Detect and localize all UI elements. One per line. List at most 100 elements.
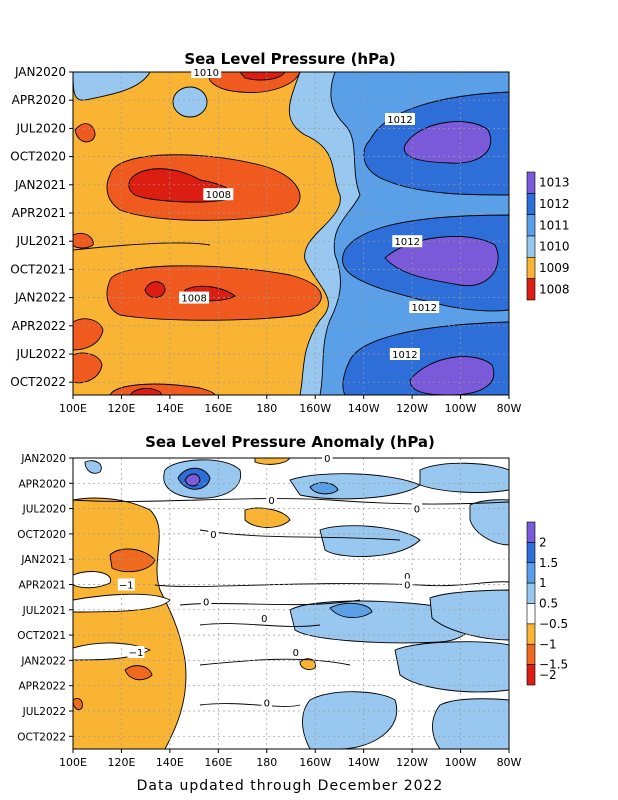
colorbar-swatch [526,562,536,584]
bottom-contour-field [73,458,509,749]
bottom-zero-line-a [73,498,509,505]
x-tick-label: 140W [348,402,380,415]
bottom-zero-line-d [179,599,361,606]
contour-label-box [208,527,219,540]
x-tick-label: 100W [445,402,477,415]
x-tick-label: 120E [107,402,135,415]
bottom-region-zero-a [73,571,111,589]
bottom-region-05-d [419,462,509,493]
bottom-plot-frame [72,457,510,750]
contour-label-box [261,696,273,709]
bottom-region-05-i [394,641,509,693]
x-tick-label: 100E [59,402,87,415]
y-tick-label: OCT2020 [10,150,66,164]
y-tick-label: JUL2022 [22,706,66,718]
top-region-1008-e [129,388,163,395]
top-region-1009-h [73,233,94,249]
top-chart-title: Sea Level Pressure (hPa) [184,50,395,68]
x-tick-label: 80W [497,756,522,769]
colorbar-label: −1.5 [539,658,568,672]
top-region-1013-b [384,236,499,287]
colorbar-swatch [526,664,536,686]
contour-label-box [200,595,212,608]
colorbar-swatch [526,643,536,665]
bottom-zero-line-b [199,529,401,541]
top-region-1009-f [73,352,103,384]
y-tick-label: JAN2021 [14,178,66,192]
bottom-zero-line-f [199,658,351,666]
colorbar-label: 1013 [539,176,570,190]
y-tick-label: JUL2020 [22,504,66,516]
colorbar-swatch [526,193,536,215]
y-tick-label: APR2021 [12,206,66,220]
contour-label: 0 [414,505,420,516]
bottom-zero-line-c [154,581,509,587]
bottom-region-neg15-b [124,665,153,681]
contour-label: 1012 [395,237,420,248]
colorbar-swatch [526,257,536,279]
x-tick-label: 80W [497,402,522,415]
contour-label: 0 [264,699,270,710]
bottom-region-neg1-b [244,507,291,528]
contour-label-box [389,348,420,360]
colorbar-label: 2 [539,535,547,549]
contour-label: 1008 [206,190,231,201]
contour-label: 0 [404,581,410,592]
contour-label: 0 [210,530,216,541]
y-tick-label: APR2020 [12,93,66,107]
bottom-region-05-k [432,698,509,749]
colorbar-swatch [526,235,536,258]
contour-label-box [392,235,423,248]
colorbar-swatch [526,603,536,625]
y-tick-label: OCT2021 [17,630,66,642]
y-tick-label: OCT2022 [10,375,66,389]
x-tick-label: 180 [256,756,277,769]
bottom-zero-line-g [199,703,301,707]
colorbar-swatch [526,171,536,194]
top-contour-labels: 1010 1012 1008 1012 1008 1012 1012 [179,66,440,361]
contour-label-box [266,494,277,507]
x-tick-label: 160E [204,756,232,769]
data-updated-footer: Data updated through December 2022 [137,778,444,794]
contour-label: 1012 [392,350,417,361]
bottom-region-05-f [319,525,421,557]
y-tick-label: JUL2022 [15,347,66,361]
x-tick-label: 140E [156,756,184,769]
x-tick-label: 100E [59,756,87,769]
bottom-colorbar: 2 1.5 1 0.5 −0.5 −1 −1.5−2 [526,521,568,686]
top-region-1013-a [403,121,492,164]
top-region-1010-dpc [172,86,208,118]
colorbar-label: 1011 [539,218,570,232]
bottom-axes: 100E 120E 140E 160E 180 160W 140W 120W 100W 80W JA… [17,453,521,769]
bottom-region-05-b [84,460,102,474]
colorbar-swatch [526,521,536,543]
top-axes: 100E 120E 140E 160E 180 160W 140W 120W 100W 80W JA… [10,65,521,415]
bottom-chart-title: Sea Level Pressure Anomaly (hPa) [145,433,435,451]
colorbar-label: −2 [539,668,557,682]
y-tick-label: OCT2021 [10,262,66,276]
contour-label-box [179,291,210,304]
colorbar-swatch [526,582,536,604]
top-region-1008-c [144,281,166,298]
top-contour-field [73,72,509,395]
contour-label-box [402,578,413,591]
contour-label-box [322,452,333,464]
colorbar-label: 1010 [539,240,570,254]
y-tick-label: APR2022 [18,681,66,693]
contour-label: 0 [324,454,330,465]
contour-label-box [290,645,302,658]
y-tick-label: APR2022 [12,319,66,333]
contour-label-box [191,66,222,78]
contour-label: 0 [203,597,209,608]
top-contour-line [73,242,211,251]
contour-label: −1 [129,648,144,659]
contour-label-box [203,188,234,201]
bottom-region-05-j [302,691,398,749]
colorbar-label: −0.5 [539,617,568,631]
bottom-region-1-b [329,602,373,618]
y-tick-label: JAN2022 [20,655,66,667]
contour-label: 1012 [411,303,436,314]
contour-label-box [385,113,415,125]
y-tick-label: APR2020 [18,478,66,490]
